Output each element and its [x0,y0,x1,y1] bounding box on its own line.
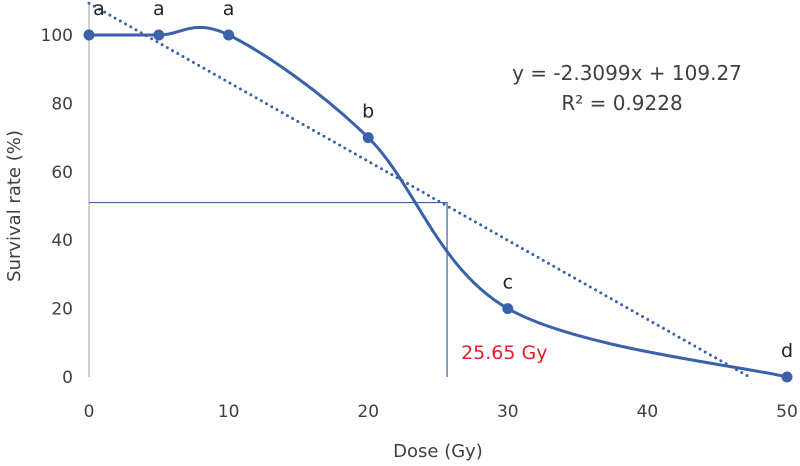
data-point [223,29,235,41]
reference-lines [89,201,448,377]
point-label: b [362,101,374,123]
x-axis-title: Dose (Gy) [393,441,483,462]
point-label: a [93,0,105,20]
x-tick-label: 0 [84,402,95,422]
data-point [153,29,165,41]
y-tick-label: 60 [51,163,73,183]
x-tick-label: 40 [637,402,659,422]
point-label: c [503,272,513,294]
point-label: a [153,0,165,20]
y-tick-label: 20 [51,300,73,320]
y-tick-label: 40 [51,231,73,251]
x-tick-label: 20 [357,402,379,422]
reference-label: 25.65 Gy [461,342,547,364]
trendline [87,1,751,379]
data-point [83,29,95,41]
x-tick-label: 30 [497,402,519,422]
x-tick-label: 10 [218,402,240,422]
data-point [781,371,793,383]
trendline-equation: y = -2.3099x + 109.27 [512,61,742,85]
y-axis-title: Survival rate (%) [4,130,25,282]
data-point [502,303,514,315]
y-tick-label: 0 [62,368,73,388]
x-tick-label: 50 [776,402,798,422]
y-tick-label: 80 [51,94,73,114]
trendline-r-squared: R² = 0.9228 [561,91,682,115]
y-tick-label: 100 [41,26,73,46]
point-label: d [781,340,793,362]
data-point [362,132,374,144]
point-label: a [223,0,235,20]
